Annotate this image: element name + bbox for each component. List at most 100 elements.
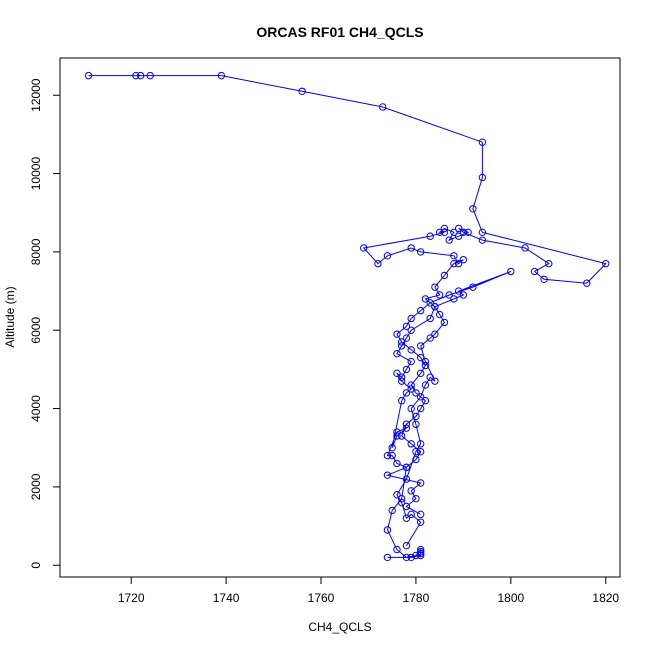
y-tick-label: 2000 [29, 473, 43, 500]
data-point [521, 244, 529, 252]
data-point [412, 551, 420, 560]
data-point [393, 350, 401, 358]
y-axis-label: Altitude (m) [3, 286, 17, 347]
data-point [412, 420, 420, 428]
data-point [397, 377, 406, 385]
data-point [426, 299, 434, 307]
data-point [412, 494, 420, 503]
data-point [416, 518, 425, 526]
data-point [421, 397, 430, 405]
data-point [416, 393, 425, 401]
data-point [388, 451, 396, 460]
data-point [402, 475, 411, 483]
data-point [416, 353, 425, 362]
x-tick-label: 1760 [308, 591, 335, 605]
data-point [397, 498, 406, 507]
data-point [383, 553, 392, 562]
x-tick-label: 1820 [592, 591, 619, 605]
data-point [397, 338, 406, 346]
data-point [431, 283, 439, 291]
data-point [540, 275, 548, 284]
data-point [393, 330, 401, 338]
data-point [421, 357, 430, 366]
data-point [421, 361, 430, 370]
data-point [407, 553, 415, 562]
data-point [454, 224, 463, 233]
data-point [412, 389, 420, 397]
data-point [84, 71, 93, 80]
series-line [385, 271, 511, 546]
data-point [426, 334, 434, 342]
data-point [435, 228, 444, 237]
chart-title: ORCAS RF01 CH4_QCLS [256, 24, 423, 40]
data-point [407, 440, 415, 448]
data-point [383, 252, 392, 260]
data-point [450, 252, 458, 260]
data-point [402, 553, 411, 562]
data-point [464, 228, 472, 237]
data-point [440, 228, 449, 237]
data-point [416, 510, 425, 519]
data-point [383, 526, 392, 534]
data-point [469, 283, 477, 291]
data-point [402, 420, 411, 428]
y-tick-label: 6000 [29, 317, 43, 344]
data-point [454, 259, 463, 268]
data-point [217, 71, 226, 80]
data-point [416, 447, 425, 456]
data-point [507, 267, 515, 276]
data-point [416, 440, 425, 448]
data-point [388, 444, 396, 452]
data-point [416, 306, 425, 315]
data-point [407, 510, 415, 519]
data-point [383, 451, 392, 460]
x-tick-label: 1740 [213, 591, 240, 605]
data-point [298, 87, 306, 95]
data-point [397, 373, 406, 381]
data-point [416, 545, 425, 554]
data-point [136, 71, 145, 80]
data-point [459, 291, 468, 299]
data-point [478, 228, 487, 237]
data-point [416, 549, 425, 558]
data-point [402, 334, 411, 342]
data-point [454, 232, 463, 240]
data-point [397, 397, 406, 405]
y-tick-label: 4000 [29, 395, 43, 422]
data-point [146, 71, 154, 80]
data-point [402, 514, 411, 522]
data-point [421, 295, 430, 303]
data-point [402, 541, 411, 550]
data-point [440, 271, 449, 280]
data-point [379, 103, 387, 111]
data-point [402, 502, 411, 511]
data-point [416, 342, 425, 350]
data-point [469, 205, 477, 213]
data-point [440, 224, 449, 233]
x-tick-label: 1800 [497, 591, 524, 605]
data-point [431, 377, 439, 385]
data-point [416, 369, 425, 378]
data-point [412, 412, 420, 421]
data-point [450, 228, 458, 237]
data-point [602, 259, 610, 268]
data-point [407, 244, 415, 252]
data-point [431, 330, 439, 338]
plot-frame [59, 57, 621, 578]
y-tick-label: 10000 [29, 157, 43, 191]
data-point [412, 447, 420, 456]
data-point [478, 138, 487, 146]
data-point [459, 256, 468, 264]
data-point [397, 342, 406, 350]
series-line [88, 75, 607, 558]
data-point [412, 455, 420, 464]
data-point [416, 404, 425, 413]
data-point [407, 381, 415, 389]
data-point [583, 279, 591, 287]
data-point [393, 545, 401, 554]
data-point [459, 228, 468, 237]
y-tick-label: 0 [29, 562, 43, 569]
x-tick-label: 1780 [403, 591, 430, 605]
data-point [431, 303, 439, 311]
